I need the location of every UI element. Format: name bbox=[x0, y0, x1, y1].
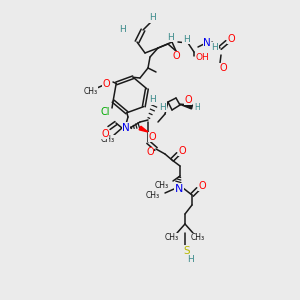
Text: CH₃: CH₃ bbox=[101, 136, 115, 145]
Text: CH₃: CH₃ bbox=[84, 86, 98, 95]
Text: H: H bbox=[167, 32, 173, 41]
Text: CH₃: CH₃ bbox=[146, 191, 160, 200]
Text: H: H bbox=[183, 34, 189, 43]
Text: N: N bbox=[122, 123, 130, 133]
Text: O: O bbox=[178, 146, 186, 156]
Text: H: H bbox=[150, 95, 156, 104]
Text: H: H bbox=[160, 103, 167, 112]
Polygon shape bbox=[139, 126, 148, 132]
Text: S: S bbox=[184, 246, 190, 256]
Text: O: O bbox=[148, 132, 156, 142]
Text: O: O bbox=[102, 79, 110, 89]
Text: O: O bbox=[219, 63, 227, 73]
Polygon shape bbox=[179, 104, 192, 109]
Text: N: N bbox=[175, 184, 183, 194]
Text: CH₃: CH₃ bbox=[191, 233, 205, 242]
Text: O: O bbox=[146, 147, 154, 157]
Text: H: H bbox=[188, 254, 194, 263]
Text: O: O bbox=[172, 51, 180, 61]
Text: CH₃: CH₃ bbox=[155, 181, 169, 190]
Text: O: O bbox=[184, 95, 192, 105]
Text: CH₃: CH₃ bbox=[165, 233, 179, 242]
Text: H: H bbox=[118, 26, 125, 34]
Text: H: H bbox=[212, 43, 218, 52]
Text: H: H bbox=[150, 14, 156, 22]
Text: Cl: Cl bbox=[100, 107, 110, 117]
Text: OH: OH bbox=[196, 52, 210, 62]
Text: H: H bbox=[194, 103, 200, 112]
Text: O: O bbox=[198, 181, 206, 191]
Text: N: N bbox=[203, 38, 211, 48]
Text: O: O bbox=[227, 34, 235, 44]
Text: O: O bbox=[101, 129, 109, 139]
